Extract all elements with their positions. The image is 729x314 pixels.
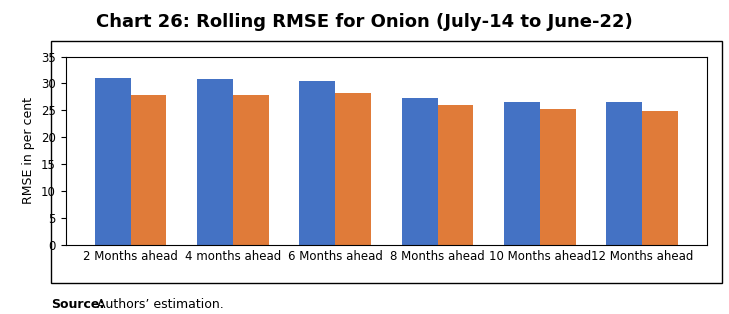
Bar [642,111,678,245]
Bar [540,109,576,245]
Bar [402,98,437,245]
Bar [607,102,642,245]
Bar [335,93,371,245]
Text: Authors’ estimation.: Authors’ estimation. [93,298,224,311]
Bar [437,105,473,245]
Bar [233,95,269,245]
Bar [130,95,166,245]
Bar [197,79,233,245]
Text: Source:: Source: [51,298,104,311]
Text: Chart 26: Rolling RMSE for Onion (July-14 to June-22): Chart 26: Rolling RMSE for Onion (July-1… [96,13,633,30]
Y-axis label: RMSE in per cent: RMSE in per cent [23,97,36,204]
Legend: SARIMA, SARIMAX: SARIMA, SARIMAX [302,308,471,314]
Bar [504,102,540,245]
Bar [300,81,335,245]
Bar [95,78,130,245]
